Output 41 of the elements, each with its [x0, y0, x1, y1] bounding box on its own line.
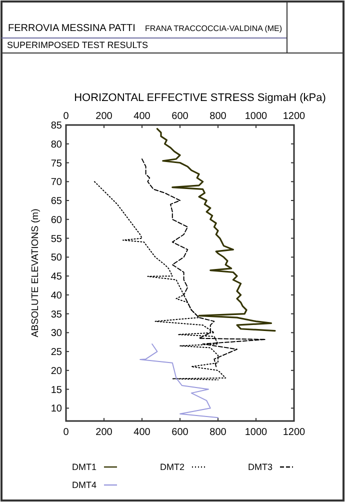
text: SUPERIMPOSED TEST RESULTS — [7, 40, 148, 50]
x-tick-label: 200 — [96, 111, 113, 122]
chart-title: HORIZONTAL EFFECTIVE STRESS SigmaH (kPa) — [74, 92, 326, 104]
text: FRANA TRACCOCCIA-VALDINA (ME) — [145, 24, 282, 33]
y-tick-label: 70 — [50, 177, 62, 188]
legend-label: DMT1 — [72, 462, 96, 472]
y-tick-label: 85 — [50, 120, 62, 132]
x2-tick-label: 800 — [210, 427, 227, 438]
x2-tick-label: 1000 — [244, 427, 268, 438]
x2-tick-label: 1200 — [282, 427, 306, 438]
y-tick-label: 60 — [50, 214, 62, 226]
y-tick-label: 20 — [50, 366, 62, 377]
y-tick-label: 50 — [50, 252, 62, 264]
legend-label: DMT4 — [72, 480, 96, 490]
y-tick-label: 65 — [50, 196, 62, 208]
x-tick-label: 400 — [134, 111, 151, 122]
legend-label: DMT2 — [160, 462, 184, 472]
y-tick-label: 30 — [50, 328, 62, 340]
x2-tick-label: 600 — [172, 427, 189, 438]
legend-label: DMT3 — [248, 462, 272, 472]
y-tick-label: 45 — [50, 272, 62, 283]
x-tick-label: 1200 — [282, 111, 306, 122]
y-tick-label: 15 — [50, 384, 62, 396]
x-tick-label: 600 — [172, 111, 189, 122]
y-tick-label: 25 — [50, 347, 62, 358]
y-tick-label: 55 — [50, 234, 62, 245]
y-axis-title: ABSOLUTE ELEVATIONS (m) — [30, 208, 41, 338]
y-tick-label: 35 — [50, 309, 62, 320]
x-tick-label: 1000 — [244, 111, 268, 122]
x-tick-label: 0 — [63, 111, 70, 122]
line-series — [140, 343, 218, 418]
x2-tick-label: 200 — [96, 427, 113, 438]
line-series — [156, 128, 276, 332]
x2-tick-label: 400 — [134, 427, 151, 438]
x2-tick-label: 0 — [63, 427, 70, 438]
y-tick-label: 75 — [50, 158, 62, 170]
x-tick-label: 800 — [210, 111, 227, 122]
y-tick-label: 80 — [50, 139, 62, 150]
text: FERROVIA MESSINA PATTI — [8, 23, 136, 34]
y-tick-label: 10 — [50, 404, 62, 415]
y-tick-label: 40 — [50, 290, 62, 302]
